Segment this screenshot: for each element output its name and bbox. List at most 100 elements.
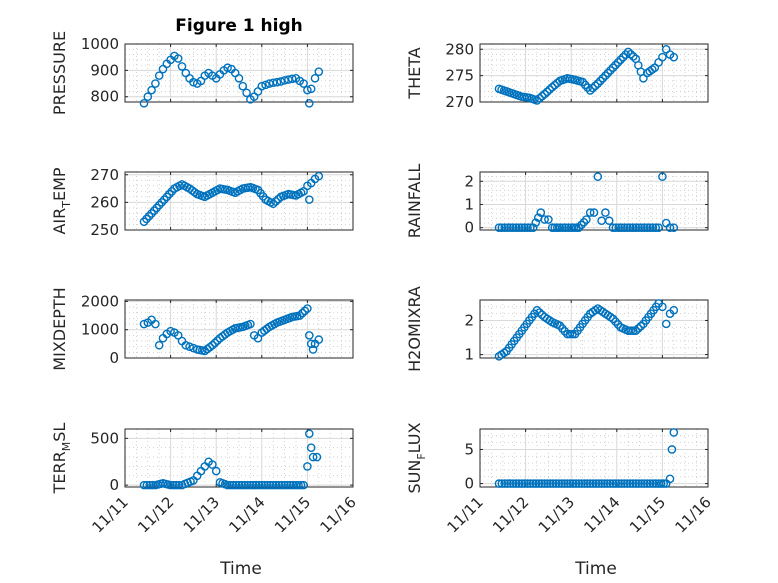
data-point <box>565 479 575 488</box>
data-point <box>582 215 591 224</box>
y-tick-label: 2 <box>464 311 474 329</box>
data-point <box>238 81 248 91</box>
y-tick-label: 500 <box>90 429 119 447</box>
axes-box <box>124 299 354 359</box>
data-point <box>508 223 518 232</box>
data-point <box>637 479 646 488</box>
data-point <box>280 76 289 85</box>
data-point <box>628 479 638 488</box>
data-point <box>288 480 298 490</box>
data-point <box>621 50 630 59</box>
data-point <box>563 479 572 488</box>
x-tick-label: 11/14 <box>225 493 268 536</box>
data-point <box>299 79 308 88</box>
data-point <box>494 479 504 488</box>
data-point <box>283 480 292 490</box>
data-point <box>147 209 156 218</box>
data-point <box>561 223 570 232</box>
data-point <box>585 86 595 95</box>
data-point <box>546 479 555 488</box>
data-point <box>669 223 679 232</box>
data-point <box>526 479 535 488</box>
data-point <box>648 223 658 232</box>
data-point <box>139 480 149 490</box>
x-tick-label: 11/13 <box>535 493 578 536</box>
data-point <box>574 223 584 232</box>
data-point <box>537 91 547 101</box>
data-point <box>223 63 232 73</box>
data-point <box>526 223 535 232</box>
data-point <box>560 479 569 488</box>
data-point <box>208 460 217 469</box>
data-point <box>634 223 643 232</box>
data-point <box>622 479 632 488</box>
data-point <box>304 331 314 340</box>
data-point <box>517 479 527 488</box>
data-point <box>181 340 191 350</box>
data-point <box>304 99 314 108</box>
y-tick-label: 1 <box>464 195 474 213</box>
data-point <box>196 466 206 476</box>
data-point <box>608 63 618 73</box>
subplot-air-temp: 250 260 270 AIRTEMP <box>50 166 354 239</box>
data-point <box>299 480 308 490</box>
data-point <box>139 217 149 227</box>
data-point <box>617 479 626 488</box>
data-point <box>285 480 295 490</box>
data-point <box>520 223 529 232</box>
data-point <box>614 479 624 488</box>
data-point <box>253 333 263 343</box>
data-point <box>152 203 161 213</box>
data-point <box>287 74 297 84</box>
data-point <box>588 83 598 93</box>
y-tick-label: 5 <box>464 440 474 458</box>
data-point <box>611 60 620 70</box>
data-point <box>157 198 167 207</box>
data-point <box>658 172 667 181</box>
data-point <box>177 62 187 71</box>
x-tick-label: 11/13 <box>180 493 223 536</box>
data-point <box>237 480 247 490</box>
subplot-sun-flux: 0 5 SUNFLUX 11/11 11/12 11/13 11/14 11/15 11/16 T… <box>405 422 715 579</box>
data-point <box>547 82 557 92</box>
data-point <box>271 480 281 490</box>
data-point <box>166 480 175 490</box>
subplot-pressure: 800 900 1000 PRESSURE Figure 1 high <box>50 16 354 115</box>
data-point <box>648 479 658 488</box>
data-point <box>614 223 624 232</box>
y-tick-label: 280 <box>445 40 474 58</box>
y-tick-label: 270 <box>90 166 119 184</box>
data-point <box>144 211 154 221</box>
data-point <box>600 479 609 488</box>
data-point <box>246 480 255 490</box>
x-tick-label: 11/16 <box>672 493 715 536</box>
data-point <box>257 480 267 490</box>
data-point <box>296 480 306 490</box>
data-point <box>142 214 151 224</box>
data-point <box>568 479 578 488</box>
data-point <box>277 480 287 490</box>
subplot-terr-msl: 0 500 TERRMSL 11/11 11/12 11/13 11/14 11/15 11/1… <box>50 423 360 579</box>
data-point <box>589 208 599 217</box>
data-point <box>625 223 635 232</box>
data-point <box>261 80 270 90</box>
data-point <box>571 479 581 488</box>
data-point <box>536 208 546 217</box>
data-point <box>628 223 638 232</box>
data-point <box>550 80 560 90</box>
data-point <box>497 479 507 488</box>
data-point <box>185 342 194 351</box>
data-point <box>497 223 507 232</box>
data-point <box>585 479 595 488</box>
data-point <box>154 340 164 350</box>
data-point <box>651 479 661 488</box>
data-point <box>166 326 175 336</box>
data-point <box>634 479 643 488</box>
data-point <box>658 52 667 62</box>
data-point <box>149 206 159 215</box>
data-point <box>208 340 217 350</box>
data-point <box>622 223 632 232</box>
data-point <box>555 223 565 232</box>
data-point <box>552 223 562 232</box>
